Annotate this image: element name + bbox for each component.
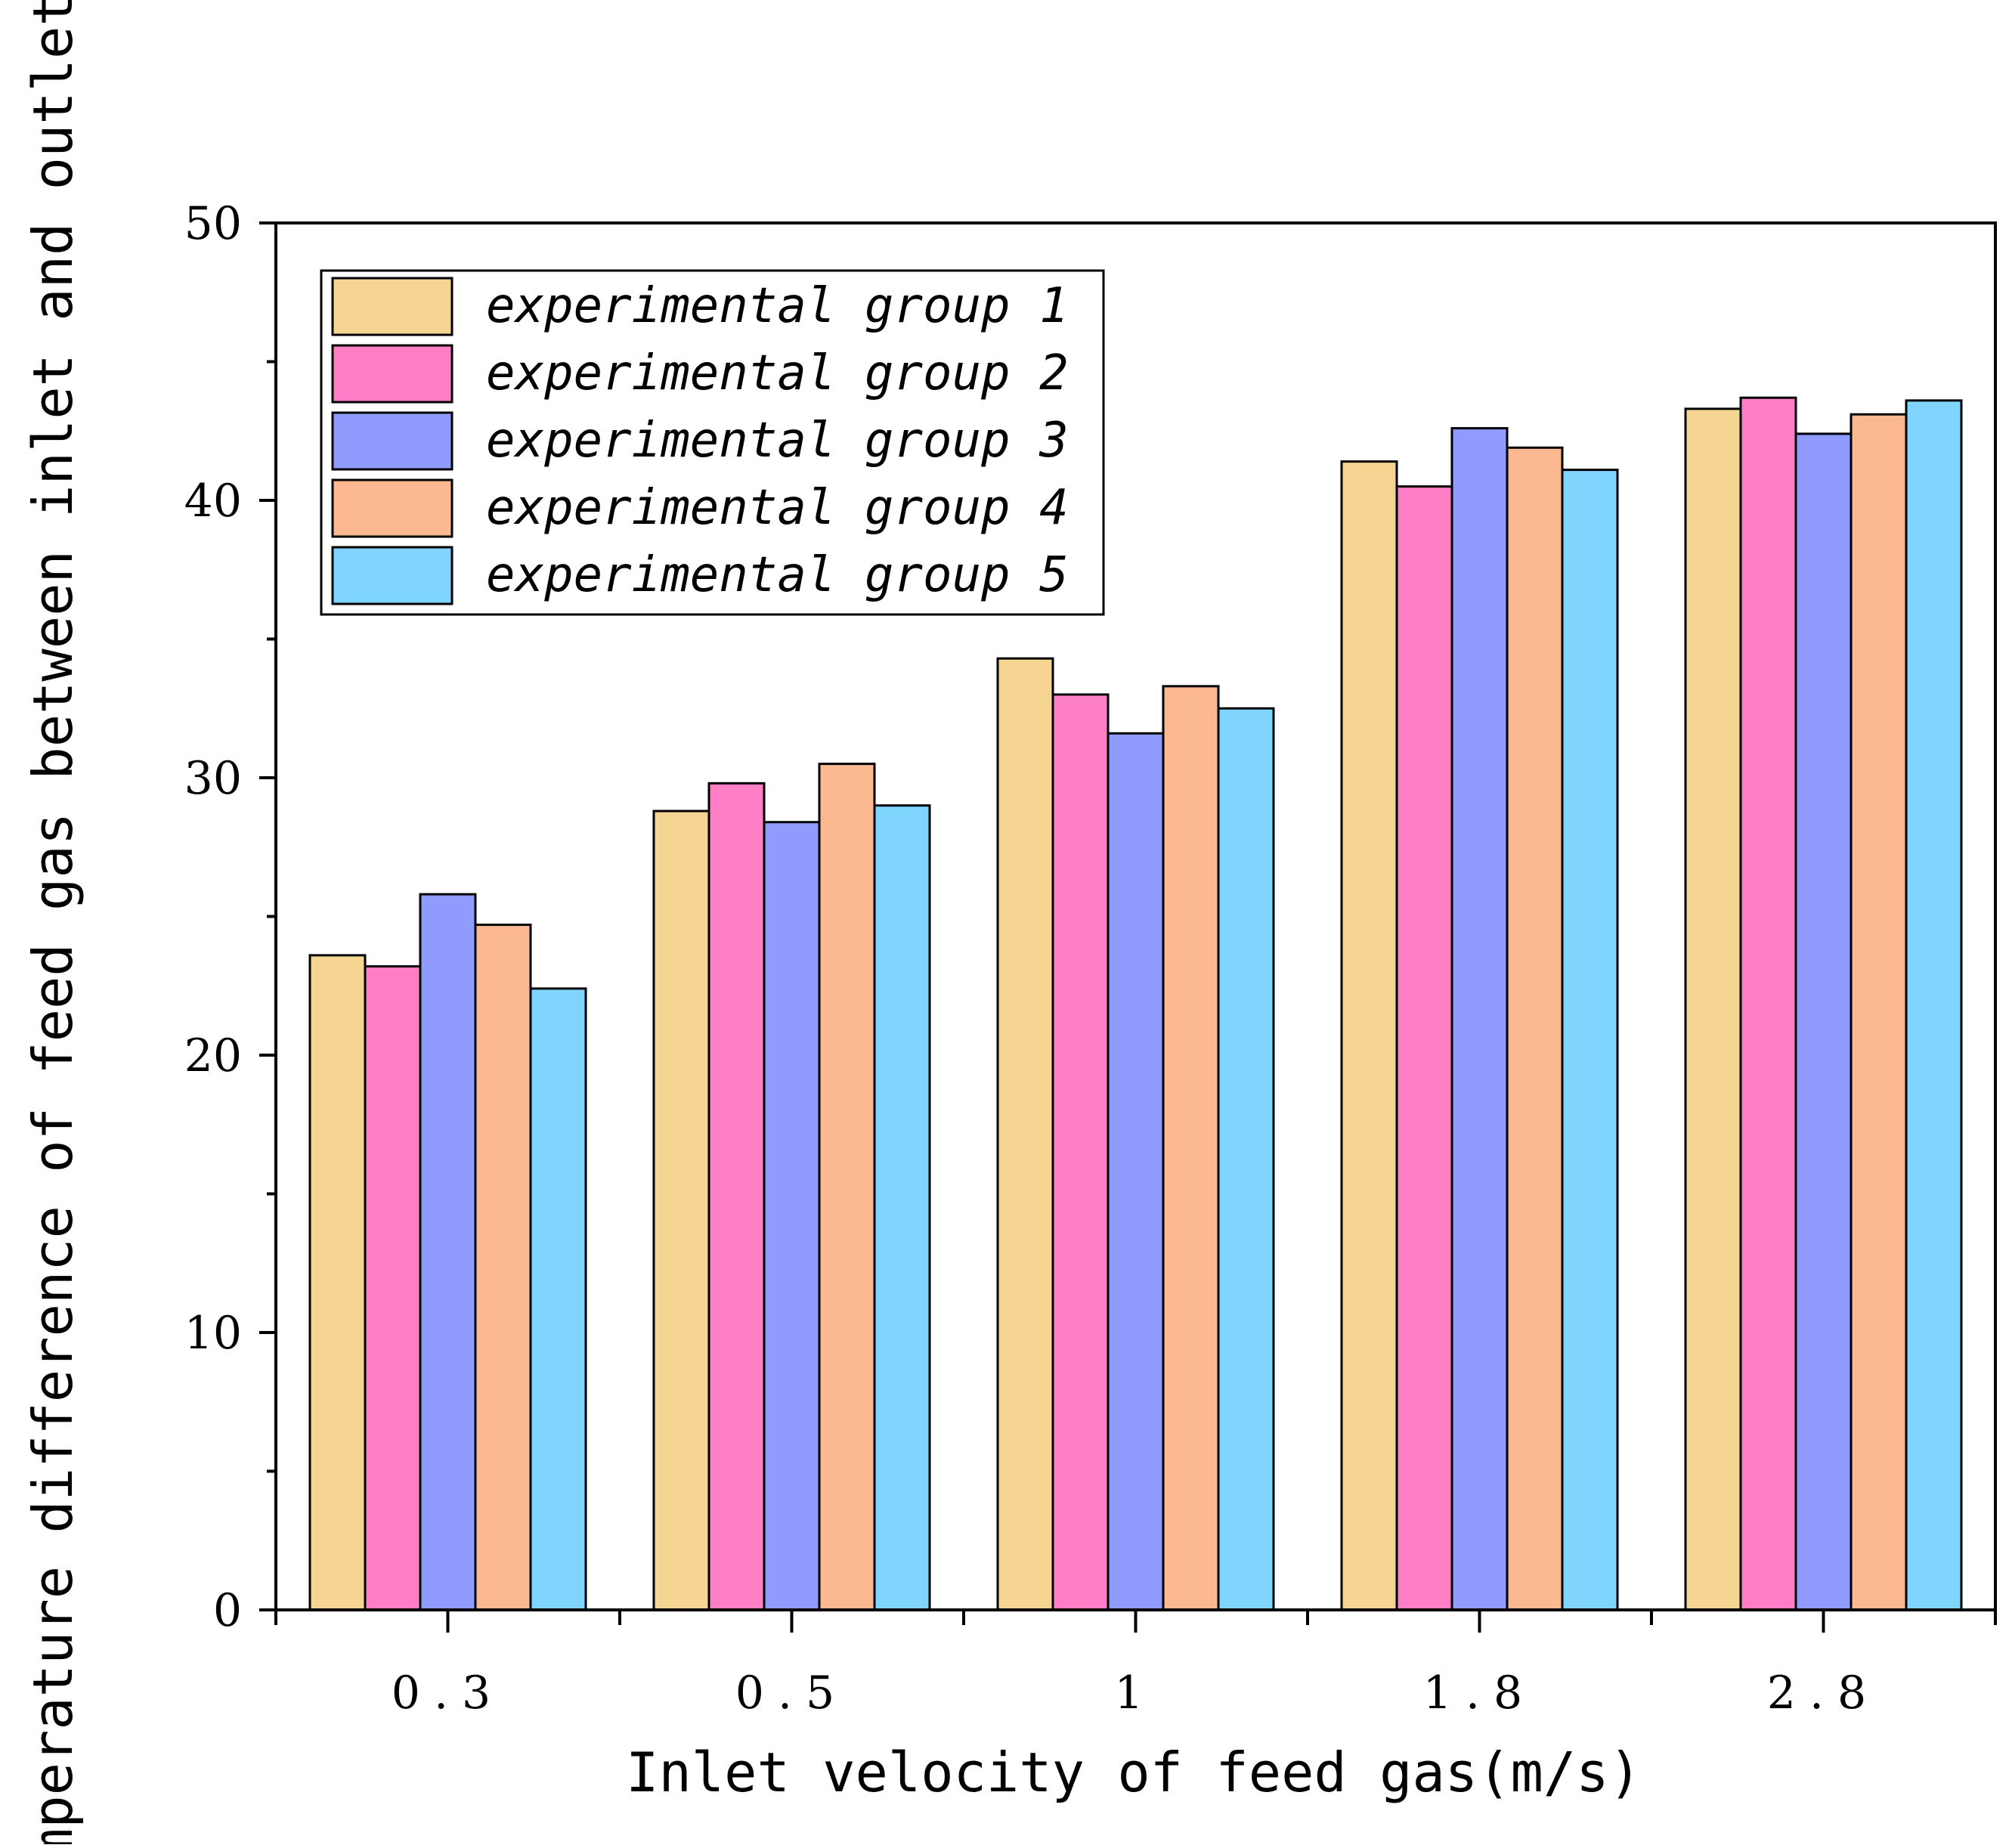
bar-2_8-group-1 <box>1684 407 1742 1611</box>
legend-swatch-group-5 <box>331 546 453 605</box>
bar-2_8-group-3 <box>1794 432 1853 1611</box>
bar-1-group-4 <box>1162 685 1220 1611</box>
bar-1-group-2 <box>1051 693 1110 1611</box>
legend-swatch-group-3 <box>331 411 453 471</box>
y-tick-label: 50 <box>184 197 242 250</box>
bar-1_8-group-2 <box>1395 485 1453 1611</box>
bar-2_8-group-5 <box>1905 399 1963 1611</box>
bar-0_3-group-1 <box>308 954 367 1611</box>
bar-2_8-group-2 <box>1739 396 1797 1611</box>
legend-swatch-group-2 <box>331 344 453 404</box>
bar-1_8-group-5 <box>1561 469 1619 1611</box>
bar-1_8-group-1 <box>1340 460 1398 1611</box>
legend-label-group-3: experimental group 3 <box>486 413 1069 469</box>
x-tick-label: 0.3 <box>392 1667 504 1720</box>
legend-swatch-group-4 <box>331 478 453 538</box>
x-axis-title: Inlet velocity of feed gas(m/s) <box>626 1741 1642 1804</box>
x-tick-label: 0.5 <box>735 1667 848 1720</box>
bar-0_3-group-3 <box>419 893 477 1611</box>
y-tick-label: 10 <box>184 1307 242 1360</box>
bar-0_5-group-4 <box>818 763 876 1611</box>
legend-label-group-1: experimental group 1 <box>486 278 1069 334</box>
bars-layer <box>308 396 1963 1611</box>
legend-label-group-4: experimental group 4 <box>486 480 1069 536</box>
y-tick-label: 20 <box>184 1029 242 1082</box>
x-tick-label: 1 <box>1114 1667 1156 1720</box>
bar-1-group-5 <box>1217 707 1275 1611</box>
y-tick-label: 40 <box>184 475 242 528</box>
legend-label-group-2: experimental group 2 <box>486 345 1069 401</box>
bar-1-group-3 <box>1107 732 1165 1611</box>
legend: experimental group 1 experimental group 2… <box>320 269 1105 616</box>
bar-0_5-group-5 <box>873 804 931 1611</box>
bar-0_5-group-1 <box>652 809 710 1611</box>
y-axis-title: Temperature difference of feed gas betwe… <box>21 0 85 1844</box>
bar-0_5-group-3 <box>763 821 821 1611</box>
bar-1-group-1 <box>996 657 1054 1611</box>
x-tick-label: 1.8 <box>1423 1667 1536 1720</box>
legend-swatch-group-1 <box>331 277 453 336</box>
bar-0_3-group-2 <box>364 965 422 1611</box>
bar-0_3-group-5 <box>529 987 587 1611</box>
y-tick-label: 30 <box>184 752 242 805</box>
bar-0_5-group-2 <box>707 782 766 1611</box>
bar-2_8-group-4 <box>1849 413 1908 1611</box>
bar-1_8-group-3 <box>1450 427 1509 1611</box>
axes-layer: 0 10 20 30 40 50 0.3 0.5 1 1.8 2.8 <box>184 197 1997 1720</box>
legend-label-group-5: experimental group 5 <box>486 547 1069 603</box>
y-tick-label: 0 <box>213 1584 242 1637</box>
x-tick-label: 2.8 <box>1767 1667 1880 1720</box>
bar-0_3-group-4 <box>474 924 532 1611</box>
bar-1_8-group-4 <box>1506 446 1564 1611</box>
